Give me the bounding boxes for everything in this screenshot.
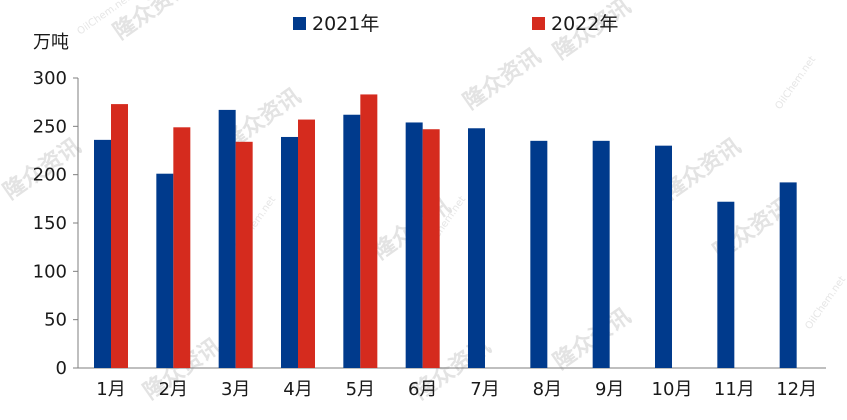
watermark-brand: 隆众资讯 [459, 44, 545, 115]
bar-series-2021 [655, 145, 672, 368]
x-tick-label: 6月 [408, 379, 437, 400]
bar-series-2021 [343, 114, 361, 368]
bar-series-2022 [111, 104, 128, 368]
x-tick-label: 2月 [159, 379, 188, 400]
bar-series-2022 [235, 141, 253, 368]
bar-series-2021 [218, 109, 236, 369]
bar-series-2021 [592, 140, 610, 368]
bar-series-2021 [779, 182, 797, 368]
labels-layer: 1月 2月 3月 4月 5月 6月 7月 8月 9月 10月 11月 12月 [96, 379, 817, 400]
legend-label: 2021年 [312, 13, 379, 35]
bar-series-2021 [281, 136, 298, 368]
y-tick-label: 50 [44, 310, 67, 331]
legend-item-2022: 2022年 [532, 13, 618, 35]
bar-series-2022 [173, 127, 191, 368]
x-tick-label: 10月 [652, 379, 693, 400]
bar-series-2021 [94, 139, 111, 368]
legend-label: 2022年 [551, 13, 618, 35]
bar-series-2021 [156, 173, 174, 368]
y-tick-label: 250 [33, 116, 67, 137]
x-tick-label: 7月 [470, 379, 499, 400]
bar-series-2021 [405, 122, 423, 368]
legend: 2021年 2022年 [293, 13, 618, 35]
bar-series-2022 [298, 119, 315, 368]
bar-series-2021 [530, 140, 548, 368]
axis-layer: 0 50 100 150 200 250 300 万吨 [33, 32, 826, 379]
y-tick-label: 100 [33, 261, 67, 282]
x-tick-label: 9月 [595, 379, 624, 400]
x-tick-label: 5月 [346, 379, 375, 400]
bar-series-2022 [360, 94, 378, 368]
y-tick-label: 150 [33, 213, 67, 234]
bar-series-2021 [468, 128, 485, 368]
y-axis-unit-label: 万吨 [33, 32, 69, 53]
bars-layer [94, 94, 797, 369]
y-tick-label: 300 [33, 68, 67, 89]
watermark-site: OilChem.net [803, 274, 847, 331]
x-tick-label: 11月 [714, 379, 755, 400]
bar-series-2021 [717, 201, 735, 368]
watermark-brand: 隆众资讯 [549, 304, 635, 375]
x-tick-label: 4月 [283, 379, 312, 400]
legend-swatch [293, 17, 306, 30]
watermark-brand: 隆众资讯 [659, 134, 745, 205]
bar-series-2022 [422, 129, 440, 368]
x-tick-label: 1月 [96, 379, 125, 400]
x-tick-label: 3月 [221, 379, 250, 400]
x-tick-label: 12月 [776, 379, 817, 400]
y-tick-label: 200 [33, 165, 67, 186]
y-tick-label: 0 [56, 358, 67, 379]
watermark-site: OilChem.net [773, 54, 818, 111]
legend-item-2021: 2021年 [293, 13, 379, 35]
legend-swatch [532, 17, 545, 30]
x-tick-label: 8月 [533, 379, 562, 400]
